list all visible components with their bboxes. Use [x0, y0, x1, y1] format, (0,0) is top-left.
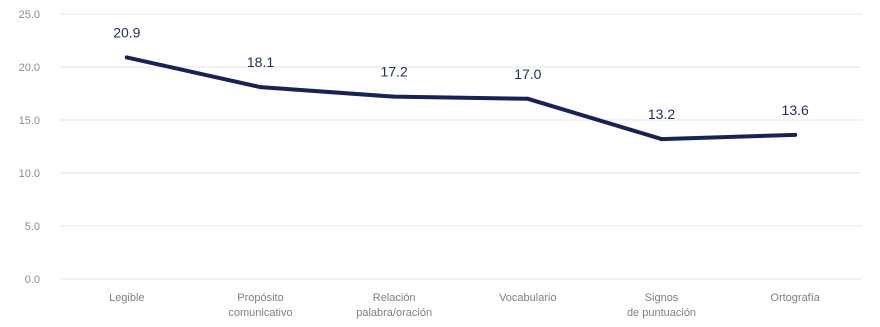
y-tick-label: 10.0 — [19, 168, 40, 180]
data-label: 20.9 — [113, 24, 140, 40]
y-tick-label: 0.0 — [25, 274, 40, 286]
x-tick-label-line: Signos — [645, 292, 679, 304]
x-axis-tick-labels: Legible Propósito comunicativo Relación pala… — [109, 292, 821, 319]
data-label: 18.1 — [247, 54, 274, 70]
x-tick-label-line: palabra/oración — [356, 307, 432, 319]
x-tick-label-line: Relación — [373, 292, 416, 304]
data-label: 17.0 — [514, 66, 541, 82]
y-tick-label: 5.0 — [25, 221, 40, 233]
data-point — [793, 132, 798, 137]
data-point — [525, 96, 530, 101]
x-tick-label: Signos de puntuación — [627, 292, 696, 319]
x-tick-label-line: Propósito — [237, 292, 283, 304]
series-layer — [124, 55, 798, 142]
y-axis-tick-labels: 0.0 5.0 10.0 15.0 20.0 25.0 — [19, 9, 40, 286]
data-point — [124, 55, 129, 60]
data-labels: 20.9 18.1 17.2 17.0 13.2 13.6 — [113, 24, 809, 122]
data-label: 13.6 — [782, 102, 809, 118]
data-label: 17.2 — [381, 64, 408, 80]
y-tick-label: 25.0 — [19, 9, 40, 21]
series-line — [124, 55, 798, 142]
y-tick-label: 15.0 — [19, 115, 40, 127]
x-tick-label: Vocabulario — [499, 292, 557, 304]
x-tick-label-line: Vocabulario — [499, 292, 557, 304]
x-tick-label-line: de puntuación — [627, 307, 696, 319]
x-tick-label: Legible — [109, 292, 144, 304]
x-tick-label-line: comunicativo — [228, 307, 292, 319]
data-point — [392, 94, 397, 99]
data-point — [659, 137, 664, 142]
x-tick-label: Relación palabra/oración — [356, 292, 432, 319]
data-label: 13.2 — [648, 106, 675, 122]
x-tick-label: Ortografía — [770, 292, 820, 304]
gridlines — [60, 13, 862, 280]
x-tick-label-line: Legible — [109, 292, 144, 304]
y-tick-label: 20.0 — [19, 62, 40, 74]
x-tick-label-line: Ortografía — [770, 292, 820, 304]
x-tick-label: Propósito comunicativo — [228, 292, 292, 319]
data-point — [258, 85, 263, 90]
